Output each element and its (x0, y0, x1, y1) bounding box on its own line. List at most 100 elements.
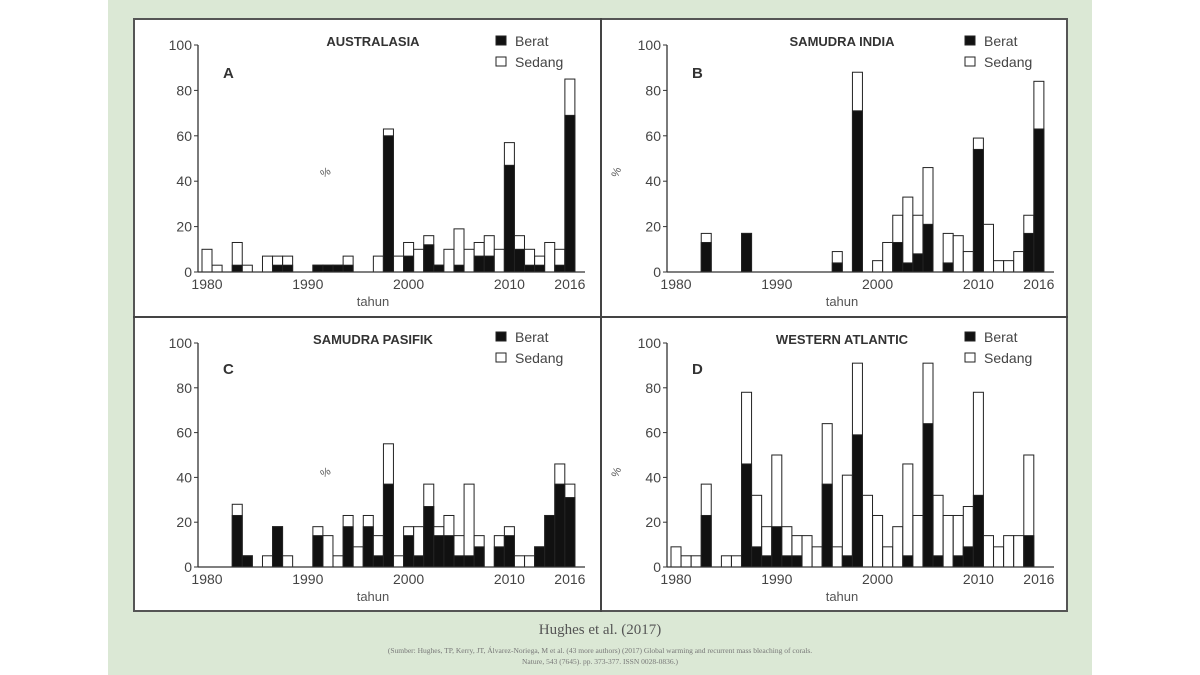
bar-berat-2002 (423, 506, 435, 568)
bar-sedang-2008 (952, 235, 964, 273)
x-tick-label: 2010 (494, 571, 525, 587)
x-tick-label: 1990 (761, 276, 792, 292)
bar-berat-2008 (952, 555, 964, 568)
x-tick-label: 2000 (862, 571, 893, 587)
chart-title: AUSTRALASIA (326, 34, 420, 49)
bar-sedang-2009 (493, 248, 505, 273)
bar-berat-2013 (534, 546, 546, 568)
bar-sedang-1997 (372, 255, 384, 273)
bar-sedang-1992 (322, 535, 334, 568)
x-tick-label: 1990 (761, 571, 792, 587)
bar-sedang-2003 (902, 463, 914, 568)
x-tick-label: 2000 (862, 276, 893, 292)
y-axis-label: % (319, 465, 334, 480)
bar-sedang-1999 (862, 494, 874, 568)
panel-letter: B (692, 65, 703, 82)
bar-berat-2003 (902, 262, 914, 273)
bar-berat-2006 (463, 555, 475, 568)
panel-b: 0 20 40 60 80 100 1980 1990 2000 2010 2016 tahun% SA… (602, 18, 1069, 315)
x-axis-label: tahun (826, 589, 859, 604)
bar-berat-2010 (503, 535, 515, 568)
bar-berat-2007 (942, 262, 954, 273)
bar-sedang-2004 (912, 514, 924, 568)
bar-berat-1989 (761, 555, 773, 568)
y-axis-label: % (610, 466, 625, 480)
bar-sedang-2001 (413, 248, 425, 273)
y-tick-label: 100 (169, 37, 193, 53)
bar-berat-2006 (932, 555, 944, 568)
bar-berat-1994 (342, 264, 354, 273)
bar-sedang-2009 (962, 251, 974, 273)
source-line-1: (Sumber: Hughes, TP, Kerry, JT, Álvarez-… (387, 646, 813, 655)
legend-label-berat: Berat (515, 33, 549, 49)
bar-berat-2015 (554, 264, 566, 273)
x-tick-label: 2000 (393, 276, 424, 292)
bar-sedang-1986 (730, 555, 742, 568)
bar-sedang-1994 (811, 546, 823, 568)
bar-berat-2004 (912, 253, 924, 273)
figure-caption: Hughes et al. (2017) (538, 622, 662, 638)
bar-sedang-2012 (993, 260, 1005, 273)
bar-sedang-2011 (513, 555, 525, 568)
bar-sedang-2014 (1013, 535, 1025, 568)
y-tick-label: 60 (645, 128, 661, 144)
bar-sedang-2006 (463, 483, 475, 568)
bar-berat-1991 (312, 264, 324, 273)
bar-sedang-1982 (690, 555, 702, 568)
bar-sedang-2001 (882, 546, 894, 568)
x-tick-label: 2016 (554, 276, 585, 292)
legend-swatch-berat (964, 35, 976, 46)
y-axis-label: % (610, 166, 625, 180)
bar-berat-1997 (372, 555, 384, 568)
x-axis-label: tahun (826, 294, 859, 309)
y-tick-label: 100 (638, 335, 662, 351)
x-tick-label: 1990 (292, 571, 323, 587)
bar-sedang-2014 (1013, 251, 1025, 273)
bar-berat-1987 (272, 264, 284, 273)
chart-title: WESTERN ATLANTIC (776, 332, 909, 347)
bar-berat-2009 (962, 546, 974, 568)
bar-berat-1983 (231, 264, 243, 273)
bar-sedang-1981 (680, 555, 692, 568)
bar-sedang-1993 (801, 535, 813, 568)
bar-berat-2003 (433, 264, 445, 273)
bar-sedang-2014 (544, 241, 556, 273)
x-tick-label: 1980 (191, 571, 222, 587)
y-axis-label: % (319, 165, 334, 180)
x-tick-label: 2000 (393, 571, 424, 587)
bar-berat-2002 (423, 244, 435, 273)
y-tick-label: 40 (176, 469, 192, 485)
panel-divider-horizontal (133, 316, 1068, 318)
bar-sedang-1980 (201, 248, 213, 273)
legend-label-sedang: Sedang (515, 350, 563, 366)
x-tick-label: 2016 (1023, 276, 1054, 292)
bar-berat-2000 (403, 255, 415, 273)
bar-berat-2016 (564, 497, 576, 568)
bar-berat-2009 (493, 546, 505, 568)
bar-berat-1983 (700, 514, 712, 568)
y-tick-label: 20 (645, 219, 661, 235)
bar-berat-1983 (700, 241, 712, 273)
panel-letter: C (223, 361, 234, 378)
bar-sedang-2012 (993, 546, 1005, 568)
bar-sedang-1997 (841, 474, 853, 568)
x-tick-label: 1980 (191, 276, 222, 292)
y-tick-label: 0 (184, 264, 192, 280)
bar-berat-1983 (231, 514, 243, 568)
bar-berat-1998 (382, 135, 394, 273)
y-tick-label: 60 (176, 425, 192, 441)
bar-berat-1987 (741, 463, 753, 568)
bar-berat-1998 (851, 110, 863, 273)
y-tick-label: 40 (645, 173, 661, 189)
bar-berat-2016 (564, 114, 576, 273)
bar-sedang-2011 (982, 223, 994, 273)
legend-label-sedang: Sedang (515, 54, 563, 70)
chart-samudra-pasifik: 0 20 40 60 80 100 1980 1990 2000 2010 2016 tahun% SA… (169, 329, 586, 604)
x-axis-label: tahun (357, 294, 390, 309)
bar-sedang-1996 (831, 546, 843, 568)
y-tick-label: 0 (184, 559, 192, 575)
x-tick-label: 2016 (1023, 571, 1054, 587)
bar-berat-2003 (902, 555, 914, 568)
panel-c: 0 20 40 60 80 100 1980 1990 2000 2010 2016 tahun% SA… (133, 318, 600, 615)
bar-sedang-1986 (261, 555, 273, 568)
